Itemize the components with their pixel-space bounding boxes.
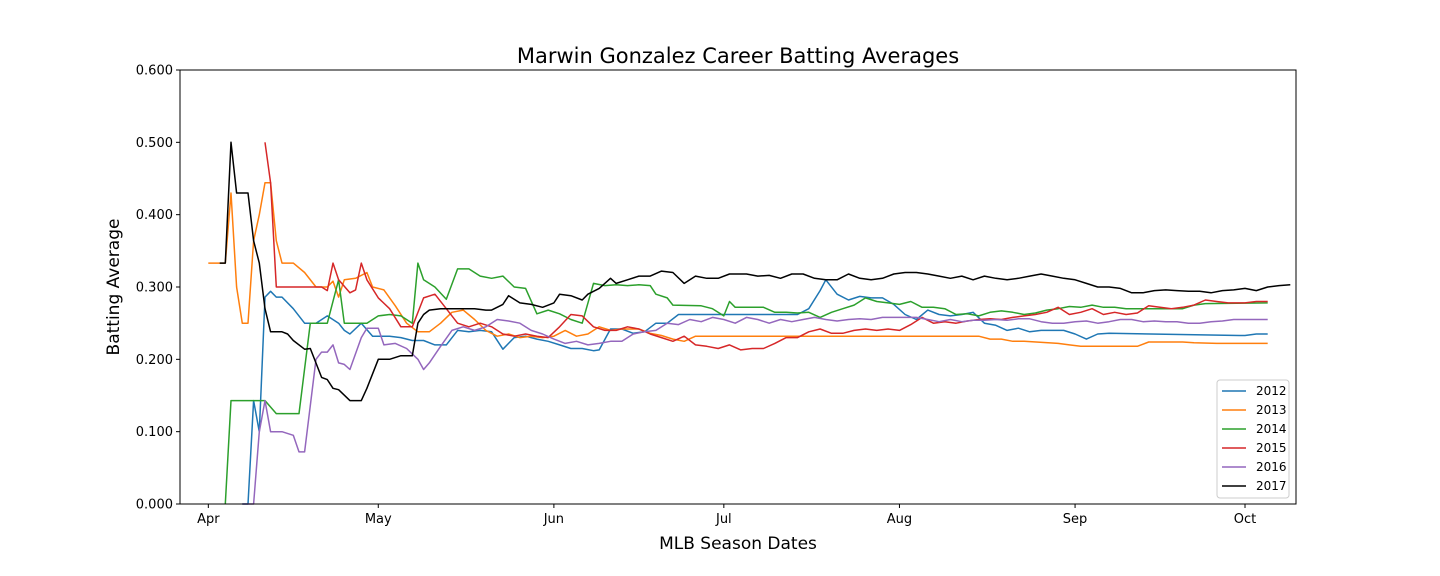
legend-label-2012: 2012 [1256, 384, 1287, 398]
series-line-2014 [224, 262, 1268, 505]
legend-label-2016: 2016 [1256, 460, 1287, 474]
chart-title: Marwin Gonzalez Career Batting Averages [517, 44, 959, 68]
plot-frame [179, 69, 1297, 505]
series-line-2015 [264, 142, 1268, 351]
y-axis-label: Batting Average [104, 219, 124, 356]
y-tick-label: 0.100 [136, 425, 173, 440]
x-axis-label: MLB Season Dates [659, 534, 817, 554]
y-axis: 0.000 0.100 0.200 0.300 0.400 0.500 0.600 [136, 64, 180, 513]
legend-label-2014: 2014 [1256, 422, 1287, 436]
x-tick-label: Jul [715, 512, 732, 527]
series-line-2017 [219, 141, 1291, 402]
series-line-2013 [208, 182, 1268, 348]
series-line-2016 [242, 316, 1268, 505]
legend-label-2017: 2017 [1256, 479, 1287, 493]
y-tick-label: 0.000 [136, 498, 173, 513]
y-tick-label: 0.200 [136, 353, 173, 368]
x-tick-label: Apr [197, 512, 220, 527]
legend-label-2015: 2015 [1256, 441, 1287, 455]
x-tick-label: Jun [543, 512, 564, 527]
series-line-2012 [242, 279, 1268, 505]
y-tick-label: 0.400 [136, 208, 173, 223]
x-tick-label: Oct [1234, 512, 1256, 527]
x-tick-label: May [365, 512, 392, 527]
x-axis: Apr May Jun Jul Aug Sep Oct [197, 504, 1256, 527]
x-tick-label: Sep [1063, 512, 1088, 527]
series-lines [208, 141, 1291, 505]
x-tick-label: Aug [887, 512, 912, 527]
y-tick-label: 0.600 [136, 64, 173, 79]
y-tick-label: 0.300 [136, 281, 173, 296]
y-tick-label: 0.500 [136, 136, 173, 151]
legend-label-2013: 2013 [1256, 403, 1287, 417]
legend: 2012 2013 2014 2015 2016 2017 [1216, 379, 1290, 499]
